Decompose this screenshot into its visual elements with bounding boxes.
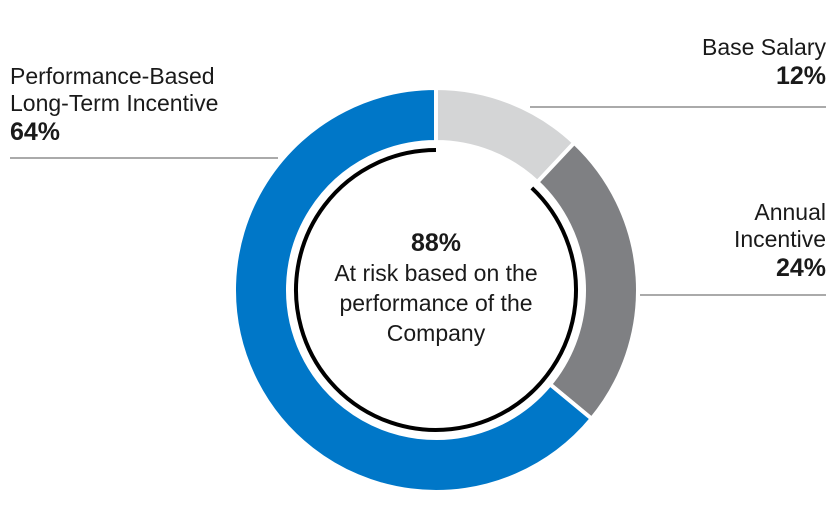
center-value: 88% bbox=[410, 229, 462, 257]
slice-performance-based-long-term-incentive bbox=[232, 85, 595, 494]
center-line-3: Company bbox=[386, 320, 486, 346]
label-performance: Performance-Based Long-Term Incentive 64… bbox=[10, 63, 218, 147]
center-line-2: performance of the bbox=[339, 290, 533, 316]
label-base-salary: Base Salary 12% bbox=[702, 34, 826, 91]
label-base-salary-pct: 12% bbox=[775, 62, 826, 90]
center-annotation: 88% At risk based on the performance of … bbox=[296, 228, 576, 348]
label-annual-incentive-line2: Incentive bbox=[733, 226, 826, 252]
label-performance-line2: Long-Term Incentive bbox=[10, 90, 219, 116]
label-annual-incentive-pct: 24% bbox=[775, 254, 826, 282]
label-performance-pct: 64% bbox=[10, 118, 61, 146]
label-annual-incentive: Annual Incentive 24% bbox=[734, 199, 826, 283]
label-annual-incentive-line1: Annual bbox=[754, 199, 826, 225]
center-line-1: At risk based on the bbox=[334, 260, 538, 286]
label-performance-line1: Performance-Based bbox=[10, 63, 215, 89]
label-base-salary-name: Base Salary bbox=[701, 34, 826, 60]
at-risk-arc bbox=[294, 148, 578, 432]
